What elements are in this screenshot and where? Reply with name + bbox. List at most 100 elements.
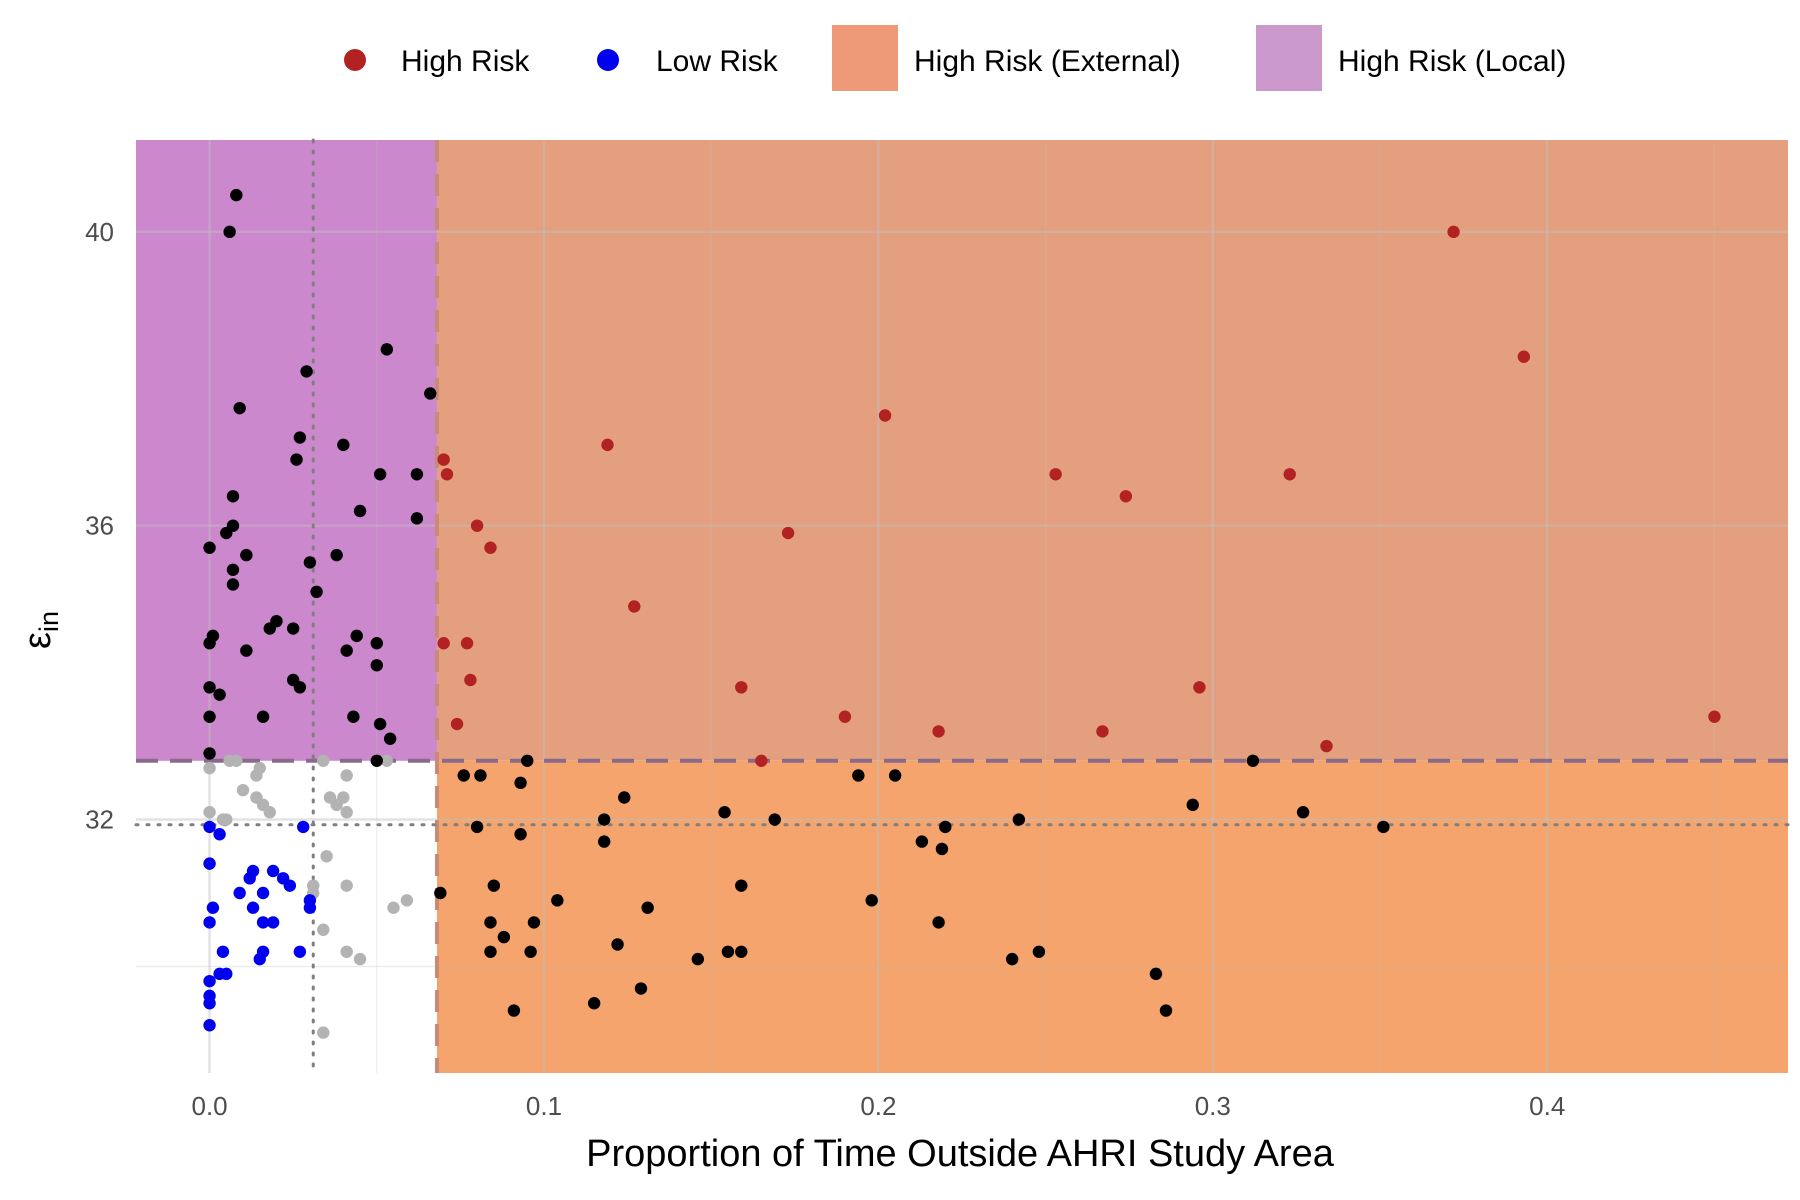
point-other-58 bbox=[597, 813, 611, 826]
risk-regions bbox=[136, 140, 1788, 1073]
point-other-11 bbox=[203, 637, 216, 650]
point-high-risk-20 bbox=[1283, 468, 1296, 481]
point-high-risk-14 bbox=[878, 409, 892, 422]
point-other-72 bbox=[852, 769, 865, 782]
point-other-45 bbox=[457, 769, 470, 782]
point-other-27 bbox=[310, 585, 323, 599]
point-other-79 bbox=[1012, 813, 1026, 826]
legend-external-label: High Risk (External) bbox=[914, 45, 1181, 78]
point-low-risk-21 bbox=[297, 820, 310, 834]
point-high-risk-12 bbox=[781, 526, 795, 540]
point-uncertain-17 bbox=[340, 806, 353, 819]
point-low-risk-16 bbox=[203, 916, 216, 929]
point-other-52 bbox=[484, 916, 497, 929]
point-high-risk-1 bbox=[440, 468, 454, 481]
legend-high-risk-label: High Risk bbox=[401, 45, 530, 78]
point-other-60 bbox=[618, 791, 631, 804]
point-other-31 bbox=[340, 644, 353, 657]
point-high-risk-21 bbox=[1320, 739, 1333, 753]
point-high-risk-18 bbox=[1119, 490, 1133, 503]
point-other-83 bbox=[1159, 1004, 1173, 1017]
point-high-risk-0 bbox=[437, 453, 450, 466]
point-other-38 bbox=[370, 754, 383, 767]
point-other-66 bbox=[691, 952, 705, 966]
point-other-16 bbox=[213, 688, 226, 701]
point-other-73 bbox=[888, 769, 902, 782]
point-high-risk-10 bbox=[735, 681, 748, 694]
point-low-risk-13 bbox=[266, 916, 280, 929]
point-uncertain-7 bbox=[220, 813, 233, 826]
point-uncertain-2 bbox=[230, 754, 243, 767]
point-high-risk-9 bbox=[628, 600, 641, 613]
point-high-risk-22 bbox=[1447, 225, 1460, 239]
point-high-risk-2 bbox=[437, 637, 450, 650]
point-other-54 bbox=[484, 945, 497, 958]
point-uncertain-16 bbox=[340, 769, 353, 782]
point-other-74 bbox=[865, 894, 878, 907]
point-high-risk-19 bbox=[1193, 681, 1206, 694]
point-uncertain-8 bbox=[236, 783, 250, 797]
point-uncertain-26 bbox=[353, 952, 367, 966]
point-other-1 bbox=[223, 225, 236, 239]
point-low-risk-27 bbox=[203, 1019, 216, 1032]
point-low-risk-8 bbox=[283, 879, 297, 892]
point-other-50 bbox=[514, 828, 527, 841]
point-other-87 bbox=[1377, 820, 1390, 834]
point-high-risk-23 bbox=[1517, 350, 1531, 363]
point-other-56 bbox=[527, 916, 541, 929]
point-other-5 bbox=[220, 526, 233, 540]
legend-external-swatch bbox=[832, 25, 898, 91]
point-other-63 bbox=[634, 982, 648, 995]
point-other-47 bbox=[514, 776, 527, 790]
point-other-29 bbox=[337, 438, 350, 452]
point-other-37 bbox=[383, 732, 397, 745]
x-axis-ticks: 0.0 0.1 0.2 0.3 0.4 bbox=[191, 1091, 1565, 1121]
point-uncertain-18 bbox=[320, 850, 333, 863]
point-other-23 bbox=[300, 365, 313, 378]
point-other-80 bbox=[1005, 952, 1019, 966]
point-other-18 bbox=[203, 710, 216, 723]
point-uncertain-24 bbox=[317, 923, 330, 936]
point-other-84 bbox=[1186, 798, 1199, 812]
point-uncertain-11 bbox=[263, 806, 276, 819]
point-low-risk-12 bbox=[256, 916, 270, 929]
point-uncertain-15 bbox=[337, 791, 350, 804]
point-other-42 bbox=[410, 512, 424, 525]
point-other-12 bbox=[240, 644, 253, 657]
point-other-8 bbox=[226, 563, 240, 576]
point-other-7 bbox=[240, 548, 253, 562]
point-low-risk-0 bbox=[203, 820, 216, 834]
y-axis-ticks: 32 36 40 bbox=[85, 217, 114, 835]
point-other-15 bbox=[286, 622, 300, 635]
point-low-risk-19 bbox=[253, 952, 266, 966]
point-uncertain-4 bbox=[250, 769, 263, 782]
point-other-62 bbox=[611, 938, 624, 951]
point-other-35 bbox=[370, 659, 383, 672]
point-low-risk-5 bbox=[256, 886, 270, 900]
point-uncertain-23 bbox=[400, 894, 414, 907]
point-uncertain-27 bbox=[380, 754, 394, 767]
y-axis-title-main: ε bbox=[17, 632, 59, 649]
point-high-risk-5 bbox=[464, 673, 477, 687]
legend-low-risk-label: Low Risk bbox=[656, 45, 779, 78]
point-other-51 bbox=[487, 879, 501, 892]
point-other-39 bbox=[373, 468, 387, 481]
point-other-68 bbox=[721, 945, 735, 958]
point-other-57 bbox=[551, 894, 564, 907]
point-other-25 bbox=[290, 453, 303, 466]
point-other-61 bbox=[641, 901, 654, 914]
point-low-risk-1 bbox=[213, 828, 226, 841]
point-other-55 bbox=[524, 945, 537, 958]
point-other-85 bbox=[1246, 754, 1260, 767]
point-high-risk-24 bbox=[1708, 710, 1721, 723]
point-other-64 bbox=[587, 997, 601, 1010]
point-low-risk-22 bbox=[203, 974, 216, 988]
point-other-26 bbox=[303, 556, 317, 569]
point-other-86 bbox=[1296, 806, 1310, 819]
point-low-risk-11 bbox=[246, 901, 260, 914]
point-high-risk-8 bbox=[601, 438, 614, 452]
svg-text:εin: εin bbox=[17, 611, 64, 649]
point-low-risk-26 bbox=[203, 997, 216, 1010]
x-tick-label-0: 0.0 bbox=[191, 1091, 227, 1121]
